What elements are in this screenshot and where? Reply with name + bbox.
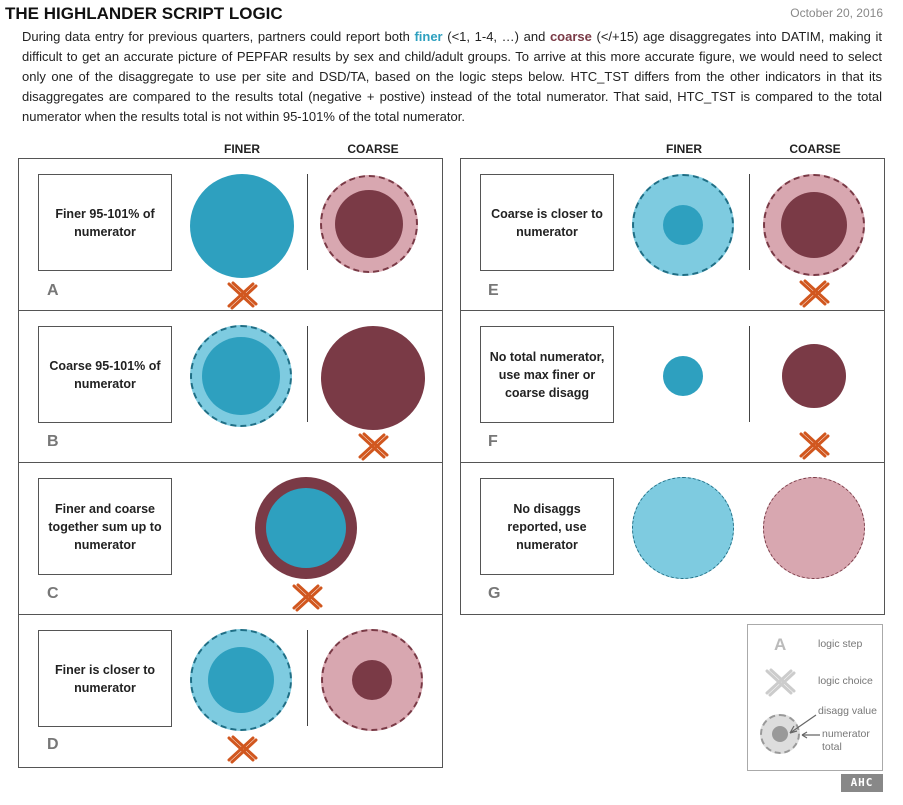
step-b-finer-disagg-circle — [202, 337, 280, 415]
ahc-logo: AHC — [841, 774, 883, 792]
row-divider — [18, 614, 443, 615]
intro-text-1: During data entry for previous quarters,… — [22, 29, 415, 44]
step-b-description: Coarse 95-101% of numerator — [38, 326, 172, 423]
step-c-letter: C — [47, 585, 59, 602]
intro-paragraph: During data entry for previous quarters,… — [22, 27, 882, 127]
step-e-description: Coarse is closer to numerator — [480, 174, 614, 271]
row-divider — [460, 462, 885, 463]
step-d-finer-disagg-circle — [208, 647, 274, 713]
legend-step-letter: A — [774, 635, 787, 654]
step-f-choice-x-icon — [799, 431, 830, 460]
step-g-coarse-circle — [763, 477, 865, 579]
step-g-description: No disaggs reported, use numerator — [480, 478, 614, 575]
intro-coarse-word: coarse — [549, 29, 592, 44]
intro-text-2: (<1, 1-4, …) and — [442, 29, 550, 44]
step-e-coarse-disagg-circle — [781, 192, 847, 258]
row-divider — [18, 310, 443, 311]
step-f-letter: F — [488, 433, 498, 450]
step-e-letter: E — [488, 282, 499, 299]
finer-column-header-right: FINER — [666, 142, 702, 156]
step-a-choice-x-icon — [227, 281, 258, 310]
step-a-divider — [307, 174, 308, 270]
step-d-coarse-disagg-circle — [352, 660, 392, 700]
step-b-choice-x-icon — [358, 432, 389, 461]
step-e-choice-x-icon — [799, 279, 830, 308]
date-label: October 20, 2016 — [790, 6, 883, 20]
coarse-column-header-right: COARSE — [789, 142, 841, 156]
step-a-coarse-disagg-circle — [335, 190, 403, 258]
step-g-letter: G — [488, 585, 501, 602]
step-c-choice-x-icon — [292, 583, 323, 612]
step-d-description: Finer is closer to numerator — [38, 630, 172, 727]
step-f-coarse-circle — [782, 344, 846, 408]
step-a-description: Finer 95-101% of numerator — [38, 174, 172, 271]
row-divider — [18, 462, 443, 463]
finer-column-header-left: FINER — [224, 142, 260, 156]
legend-x-choice-icon — [765, 668, 796, 697]
step-b-divider — [307, 326, 308, 422]
step-c-description: Finer and coarse together sum up to nume… — [38, 478, 172, 575]
intro-finer-word: finer — [414, 29, 443, 44]
step-e-finer-disagg-circle — [663, 205, 703, 245]
coarse-column-header-left: COARSE — [347, 142, 399, 156]
step-e-divider — [749, 174, 750, 270]
step-c-finer-circle — [266, 488, 346, 568]
legend-disagg-value-label: disagg value — [818, 705, 877, 717]
legend-arrows-icon — [789, 714, 820, 739]
step-b-coarse-circle — [321, 326, 425, 430]
intro-text-3: (</+15) age disaggregates into DATIM, ma… — [22, 29, 882, 124]
legend-logic-step-label: logic step — [818, 638, 863, 650]
step-f-divider — [749, 326, 750, 422]
legend-logic-choice-label: logic choice — [818, 675, 873, 687]
page-title: THE HIGHLANDER SCRIPT LOGIC — [5, 4, 283, 23]
step-d-choice-x-icon — [227, 735, 258, 764]
legend-numerator-total-label: numerator total — [822, 728, 870, 753]
step-f-description: No total numerator, use max finer or coa… — [480, 326, 614, 423]
step-d-divider — [307, 630, 308, 726]
legend-disagg-circle-icon — [772, 726, 788, 742]
step-a-finer-circle — [190, 174, 294, 278]
step-a-letter: A — [47, 282, 59, 299]
legend-box: A logic step logic choice disagg value n… — [747, 624, 883, 771]
row-divider — [460, 310, 885, 311]
step-g-finer-circle — [632, 477, 734, 579]
step-f-finer-circle — [663, 356, 703, 396]
step-b-letter: B — [47, 433, 59, 450]
step-d-letter: D — [47, 736, 59, 753]
